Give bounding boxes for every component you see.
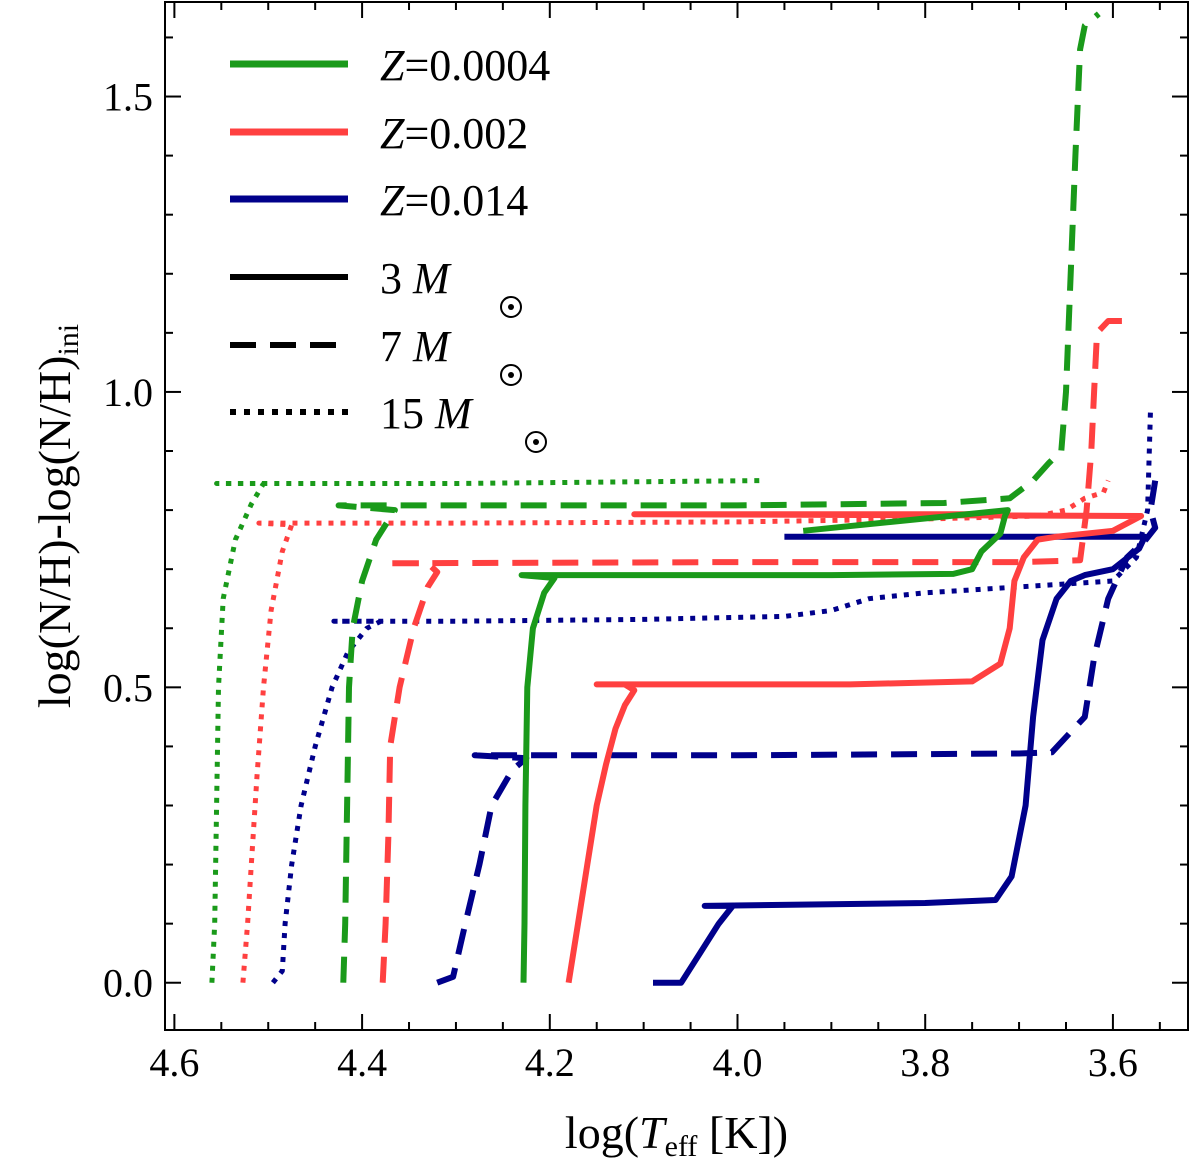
- legend-z-value: =0.0004: [404, 41, 550, 90]
- y-tick-label: 1.5: [103, 75, 153, 120]
- legend-z-symbol: Z: [380, 176, 405, 225]
- tick-layer: 4.6 4.4 4.2 4.0 3.8 3.6 0.0 0.5 1.0 1.5: [103, 2, 1188, 1085]
- legend-metal-2: Z=0.014: [230, 176, 528, 225]
- y-tick-label: 0.5: [103, 665, 153, 710]
- series-line-7: [335, 11, 1101, 983]
- series-line-8: [518, 507, 1011, 983]
- x-axis-title: log(Teff [K]): [565, 1107, 788, 1163]
- series-layer: [209, 11, 1159, 986]
- legend-z-symbol: Z: [380, 41, 405, 90]
- x-tick-label: 3.8: [900, 1040, 950, 1085]
- sun-symbol-icon: [525, 431, 547, 453]
- legend-z-value: =0.014: [404, 176, 528, 225]
- x-tick-label: 3.6: [1088, 1040, 1138, 1085]
- legend-mass-1: 7 M: [230, 322, 522, 386]
- legend-metal-0: Z=0.0004: [230, 41, 550, 90]
- series-line-4: [379, 318, 1132, 983]
- svg-text:3 M: 3 M: [380, 254, 452, 303]
- x-tick-label: 4.0: [713, 1040, 763, 1085]
- legend-z-symbol: Z: [380, 109, 405, 158]
- svg-text:Z=0.002: Z=0.002: [380, 109, 528, 158]
- series-line-5: [565, 511, 1145, 984]
- legend-mass-value: 7: [380, 322, 402, 371]
- legend-mass-value: 15: [380, 389, 424, 438]
- legend: Z=0.0004 Z=0.002 Z=0.014 3 M 7 M 15 M: [230, 41, 550, 453]
- y-tick-label: 1.0: [103, 370, 153, 415]
- svg-text:Z=0.0004: Z=0.0004: [380, 41, 550, 90]
- series-line-0: [270, 409, 1153, 985]
- svg-text:Z=0.014: Z=0.014: [380, 176, 528, 225]
- legend-mass-value: 3: [380, 254, 402, 303]
- x-tick-label: 4.4: [337, 1040, 387, 1085]
- legend-mass-2: 15 M: [230, 389, 547, 453]
- legend-metal-1: Z=0.002: [230, 109, 528, 158]
- y-tick-label: 0.0: [103, 961, 153, 1006]
- legend-mass-unit: M: [412, 322, 452, 371]
- legend-mass-unit: M: [434, 389, 474, 438]
- series-line-3: [240, 479, 1111, 983]
- sun-symbol-icon: [500, 364, 522, 386]
- series-line-2: [653, 533, 1148, 986]
- legend-mass-unit: M: [412, 254, 452, 303]
- y-axis-title: log(N/H)-log(N/H)ini: [29, 324, 85, 708]
- legend-mass-0: 3 M: [230, 254, 522, 318]
- svg-text:7 M: 7 M: [380, 322, 452, 371]
- sun-symbol-icon: [500, 296, 522, 318]
- plot-frame: [164, 1, 1189, 1031]
- series-line-6: [209, 478, 762, 983]
- x-tick-label: 4.2: [525, 1040, 575, 1085]
- svg-text:15 M: 15 M: [380, 389, 474, 438]
- legend-z-value: =0.002: [404, 109, 528, 158]
- x-tick-label: 4.6: [149, 1040, 199, 1085]
